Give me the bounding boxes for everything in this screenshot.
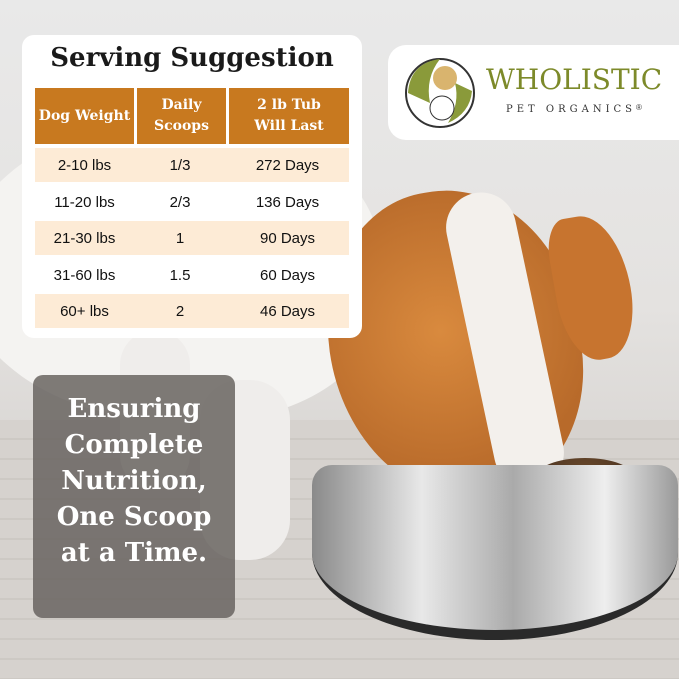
brand-sub-row: PET ORGANICS ®: [506, 103, 642, 117]
table-row: 31-60 lbs 1.5 60 Days: [35, 258, 349, 292]
table-row: 2-10 lbs 1/3 272 Days: [35, 148, 349, 182]
serving-card: Serving Suggestion Dog Weight Daily Scoo…: [22, 35, 362, 338]
table-row: 11-20 lbs 2/3 136 Days: [35, 185, 349, 219]
tagline-line: Ensuring: [67, 394, 201, 424]
table-cell: 2/3: [169, 193, 191, 211]
table-cell: 60 Days: [259, 266, 316, 284]
tagline-line: Nutrition,: [61, 466, 207, 496]
tagline-line: One Scoop: [56, 502, 212, 532]
table-cell: 1: [175, 229, 185, 247]
col-header: Daily Scoops: [137, 88, 226, 144]
table-cell: 2: [175, 302, 185, 320]
table-cell: 1/3: [169, 156, 191, 174]
table-cell: 1.5: [169, 266, 191, 284]
col-header: Dog Weight: [35, 88, 134, 144]
brand-name: WHOLISTIC: [486, 63, 663, 96]
table-cell: 136 Days: [255, 193, 320, 211]
col-header: 2 lb Tub Will Last: [229, 88, 349, 144]
table-cell: 60+ lbs: [60, 302, 109, 320]
table-cell: 90 Days: [259, 229, 316, 247]
tagline-box: Ensuring Complete Nutrition, One Scoop a…: [33, 375, 235, 618]
table-cell: 46 Days: [259, 302, 316, 320]
dog-cat-logo-icon: [405, 58, 475, 128]
registered-mark: ®: [636, 103, 642, 112]
table-cell: 2-10 lbs: [57, 156, 112, 174]
table-row: 60+ lbs 2 46 Days: [35, 294, 349, 328]
tagline-line: at a Time.: [60, 538, 208, 568]
table-row: 21-30 lbs 1 90 Days: [35, 221, 349, 255]
steel-bowl: [312, 465, 678, 640]
brand-sub: PET ORGANICS: [506, 104, 637, 115]
table-cell: 31-60 lbs: [53, 266, 116, 284]
brand-logo: WHOLISTIC PET ORGANICS ®: [388, 45, 679, 140]
tagline-line: Complete: [64, 430, 204, 460]
table-cell: 11-20 lbs: [54, 193, 115, 211]
card-title: Serving Suggestion: [50, 43, 334, 73]
table-cell: 21-30 lbs: [53, 229, 116, 247]
table-cell: 272 Days: [255, 156, 320, 174]
